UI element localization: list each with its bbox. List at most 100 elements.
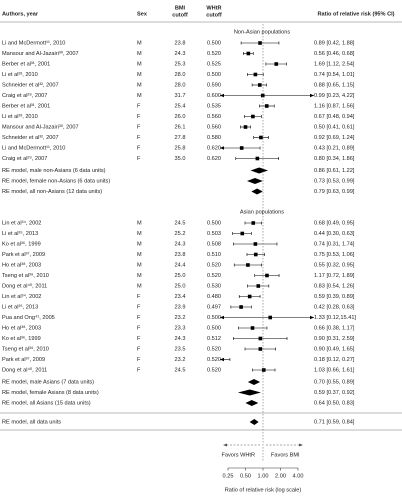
sex: F [137,357,141,363]
bmi: 25.0 [175,283,186,289]
whtr: 0.480 [207,294,221,300]
whtr: 0.500 [207,315,221,321]
summary-name: RE model, all data units [2,419,61,425]
author: Craig et al²⁹, 2007 [2,155,47,162]
author: Craig et al²⁹, 2007 [2,92,47,99]
summary-diamond [249,419,259,425]
ratio-label: 0.90 [0.49, 1.65] [314,346,355,352]
bmi: 23.9 [175,304,186,310]
ratio-label: 1.16 [0.87, 1.56] [314,103,355,109]
summary-name: RE model, female non-Asians (6 data unit… [2,178,110,184]
ratio-label: 0.18 [0.12, 0.27] [314,357,355,363]
sex: F [137,114,141,120]
ratio-label: 0.67 [0.48, 0.94] [314,114,355,120]
bmi: 23.8 [175,40,186,46]
arrow-head [310,93,314,98]
x-tick-label: 2.00 [275,473,286,479]
header-whtr: cutoff [206,12,222,18]
point-estimate [258,347,263,351]
ratio-label: 0.79 [0.63, 0.99] [314,189,355,195]
header-ratio: Ratio of relative risk (95% CI) [317,11,394,17]
ratio-label: 0.64 [0.50, 0.83] [314,400,355,406]
sex: F [137,124,141,130]
x-tick-label: 0.50 [240,473,251,479]
ratio-label: 0.55 [0.32, 0.95] [314,262,355,268]
ratio-label: 0.59 [0.37, 0.92] [314,390,355,396]
x-tick-label: 4.00 [293,473,304,479]
sex: F [137,304,141,310]
sex: F [137,135,141,141]
sex: M [137,61,142,67]
bmi: 28.0 [175,82,186,88]
point-estimate [253,72,258,77]
author: Schneider et al³², 2007 [2,135,59,141]
bmi: 27.8 [175,135,186,141]
sex: M [137,252,142,258]
whtr: 0.590 [207,82,221,88]
summary-diamond [245,400,259,406]
whtr: 0.503 [207,231,221,237]
whtr: 0.520 [207,357,221,363]
whtr: 0.500 [207,220,221,226]
author: Mansour and Al-Jazairi³⁰, 2007 [2,123,79,130]
whtr: 0.535 [207,103,221,109]
arrow-head [223,443,227,447]
author: Lin et al³⁴, 2002 [2,293,41,300]
author: Ho et al³⁸, 2003 [2,261,41,268]
point-estimate [255,156,260,161]
ratio-label: 0.56 [0.46, 0.68] [314,51,355,57]
point-estimate [258,336,263,341]
summary-diamond [250,167,269,174]
bmi: 25.2 [175,231,186,237]
ratio-label: 1.69 [1.12, 2.54] [314,61,355,67]
point-estimate [260,93,265,98]
point-estimate [268,315,272,320]
point-estimate [253,242,258,246]
group-label: Asian populations [240,209,284,215]
author: Li et al³³, 2010 [2,72,38,78]
point-estimate [258,41,262,45]
author: Park et al³⁷, 2009 [2,251,45,258]
whtr: 0.600 [207,93,221,99]
ratio-label: 0.42 [0.28, 0.63] [314,304,355,310]
whtr: 0.497 [207,304,221,310]
sex: M [137,241,142,247]
bmi: 24.3 [175,336,186,342]
author: Berber et al³¹, 2001 [2,61,50,67]
ratio-label: 0.89 [0.42, 1.88] [314,40,355,46]
bmi: 24.4 [175,262,186,268]
author: Pua and Ong⁴¹, 2005 [2,314,55,321]
arrow-head [220,146,224,150]
ratio-label: 0.70 [0.55, 0.89] [314,379,355,385]
author: Li et al³⁵, 2013 [2,230,38,237]
favors-left: Favors WHtR [221,452,255,458]
arrow-head [299,443,303,447]
author: Ho et al³⁸, 2003 [2,324,41,331]
header-sex: Sex [137,11,148,17]
point-estimate [239,305,243,309]
bmi: 25.4 [175,103,186,109]
sex: F [137,367,141,373]
ratio-label: 0.92 [0.69, 1.24] [314,135,355,141]
bmi: 23.8 [175,252,186,258]
bmi: 25.0 [175,273,186,279]
bmi: 24.5 [175,220,186,226]
sex: F [137,325,141,331]
summary-diamond [237,389,261,396]
whtr: 0.560 [207,124,221,130]
bmi: 23.2 [175,315,186,321]
bmi: 26.1 [175,124,186,130]
point-estimate [251,114,255,119]
sex: M [137,40,142,46]
ratio-label: 0.80 [0.34, 1.86] [314,156,355,162]
author: Li and McDermott¹¹, 2010 [2,145,65,151]
summary-name: RE model, male non-Asians (6 data units) [2,168,106,174]
bmi: 24.5 [175,367,186,373]
ratio-label: 0.59 [0.39, 0.89] [314,294,355,300]
group-label: Non-Asian populations [234,29,290,35]
sex: F [137,315,141,321]
sex: F [137,346,141,352]
whtr: 0.580 [207,135,221,141]
whtr: 0.530 [207,283,221,289]
author: Li and McDermott¹¹, 2010 [2,40,65,46]
